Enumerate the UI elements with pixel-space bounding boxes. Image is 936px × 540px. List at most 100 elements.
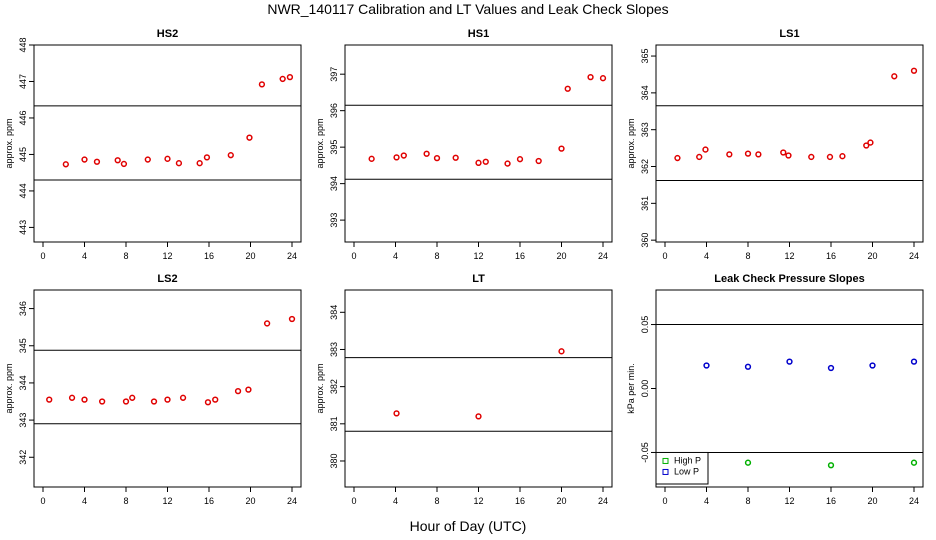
panel-title: Leak Check Pressure Slopes	[714, 273, 864, 285]
data-point	[564, 85, 571, 92]
y-tick-label: 363	[640, 122, 650, 137]
data-point	[62, 161, 69, 168]
panel-leak-check-pressure-slopes: Leak Check Pressure Slopes 0 4 8 12 16 20 24 -0.…	[626, 273, 924, 506]
data-point	[258, 81, 266, 88]
data-point	[93, 158, 101, 165]
panel-ls2: LS2 0 4 8 12 16 20 24 342 343 344 345 346 approx. ppm	[4, 273, 302, 506]
plot-frame	[344, 44, 613, 243]
x-tick-label: 12	[162, 251, 172, 261]
data-point	[827, 462, 835, 469]
data-point	[81, 156, 88, 163]
y-tick-label: 342	[18, 450, 28, 465]
x-tick-label: 4	[82, 251, 87, 261]
data-point	[150, 398, 158, 405]
data-point	[808, 153, 815, 161]
x-tick-label: 12	[784, 251, 794, 261]
x-tick-label: 16	[515, 496, 525, 506]
data-point	[46, 396, 53, 403]
y-axis-label: approx. ppm	[315, 118, 325, 168]
data-point	[433, 154, 441, 162]
data-point	[558, 145, 565, 152]
data-point	[286, 73, 294, 81]
x-tick-label: 12	[473, 496, 483, 506]
y-axis-label: approx. ppm	[626, 118, 636, 168]
x-tick-label: 20	[245, 251, 255, 261]
y-tick-label: 445	[18, 147, 28, 162]
data-point	[863, 142, 870, 149]
y-tick-label: 394	[329, 176, 339, 191]
y-axis-label: approx. ppm	[315, 363, 325, 413]
x-tick-label: 4	[393, 251, 398, 261]
data-point	[475, 159, 482, 166]
y-tick-label: 364	[640, 85, 650, 100]
x-tick-label: 24	[287, 251, 297, 261]
y-tick-label: 396	[329, 103, 339, 118]
x-tick-label: 20	[245, 496, 255, 506]
legend-label: Low P	[674, 466, 699, 476]
y-tick-label: -0.05	[640, 442, 650, 463]
data-point	[179, 394, 187, 401]
y-tick-label: 361	[640, 196, 650, 211]
data-point	[245, 386, 252, 393]
legend-label: High P	[674, 455, 701, 465]
data-point	[674, 154, 681, 162]
y-tick-label: 381	[329, 416, 339, 431]
data-point	[910, 67, 918, 74]
data-point	[368, 155, 375, 162]
x-tick-label: 4	[82, 496, 87, 506]
x-tick-label: 0	[40, 496, 45, 506]
x-tick-label: 24	[909, 251, 919, 261]
x-tick-label: 4	[704, 251, 709, 261]
x-tick-label: 20	[867, 251, 877, 261]
panel-title: HS1	[468, 28, 489, 40]
data-point	[164, 396, 171, 403]
x-tick-label: 12	[162, 496, 172, 506]
data-point	[587, 73, 594, 81]
y-tick-label: 444	[18, 183, 28, 198]
data-point	[702, 146, 709, 153]
data-point	[558, 348, 565, 355]
x-tick-label: 20	[867, 496, 877, 506]
x-tick-label: 20	[556, 496, 566, 506]
data-point	[288, 315, 296, 323]
panel-title: LT	[472, 273, 485, 285]
data-point	[68, 394, 76, 401]
common-x-axis-label: Hour of Day (UTC)	[409, 518, 527, 534]
x-tick-label: 0	[662, 251, 667, 261]
data-point	[516, 156, 524, 163]
panel-title: LS2	[157, 273, 177, 285]
x-tick-label: 8	[434, 496, 439, 506]
data-point	[910, 358, 918, 365]
x-tick-label: 24	[287, 496, 297, 506]
data-point	[114, 157, 121, 164]
y-axis-label: approx. ppm	[4, 118, 14, 168]
x-tick-label: 0	[40, 251, 45, 261]
data-point	[504, 160, 511, 167]
y-tick-label: 382	[329, 379, 339, 394]
x-tick-label: 8	[123, 496, 128, 506]
data-point	[144, 156, 151, 163]
data-point	[129, 394, 136, 401]
x-tick-label: 20	[556, 251, 566, 261]
legend-swatch	[662, 457, 669, 464]
x-tick-label: 12	[473, 251, 483, 261]
x-tick-label: 0	[351, 496, 356, 506]
y-tick-label: 344	[18, 375, 28, 390]
x-tick-label: 24	[909, 496, 919, 506]
data-point	[175, 160, 183, 167]
data-point	[164, 155, 171, 162]
data-point	[744, 459, 752, 466]
data-point	[535, 157, 542, 165]
data-point	[204, 399, 212, 406]
y-tick-label: 397	[329, 67, 339, 82]
data-point	[279, 75, 286, 83]
panel-title: LS1	[779, 28, 799, 40]
data-point	[400, 152, 407, 159]
x-tick-label: 16	[826, 496, 836, 506]
data-point	[910, 459, 918, 466]
y-tick-label: 362	[640, 159, 650, 174]
data-point	[726, 151, 733, 158]
y-tick-label: 446	[18, 110, 28, 125]
data-point	[482, 158, 489, 165]
data-point	[98, 398, 106, 405]
